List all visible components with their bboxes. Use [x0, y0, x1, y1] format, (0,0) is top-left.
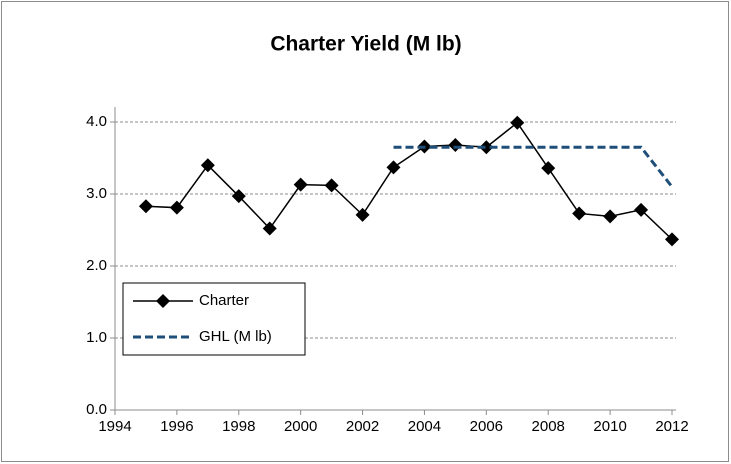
marker — [510, 115, 525, 130]
marker — [665, 232, 679, 247]
marker — [479, 140, 494, 155]
marker — [386, 160, 401, 175]
x-tick-label: 2006 — [470, 418, 503, 435]
y-tick-label: 4.0 — [86, 113, 107, 130]
y-tick-label: 2.0 — [86, 257, 107, 274]
x-tick-label: 2010 — [593, 418, 626, 435]
x-tick-label: 2012 — [655, 418, 688, 435]
y-tick-label: 1.0 — [86, 329, 107, 346]
marker — [138, 199, 153, 214]
legend-marker — [156, 294, 170, 308]
marker — [541, 161, 556, 176]
legend-label: GHL (M lb) — [199, 328, 272, 345]
legend-box — [122, 282, 306, 356]
x-tick-label: 2000 — [284, 418, 317, 435]
marker — [324, 178, 339, 193]
x-tick-label: 1994 — [98, 418, 131, 435]
x-tick-label: 2008 — [532, 418, 565, 435]
marker — [293, 177, 308, 192]
x-tick-label: 1998 — [222, 418, 255, 435]
marker — [200, 158, 215, 173]
y-tick-label: 0.0 — [86, 401, 107, 418]
x-tick-label: 2004 — [408, 418, 441, 435]
legend-label: Charter — [199, 292, 249, 309]
marker — [634, 202, 649, 217]
chart-title: Charter Yield (M lb) — [270, 33, 461, 56]
marker — [355, 207, 370, 222]
marker — [231, 189, 246, 204]
x-tick-label: 2002 — [346, 418, 379, 435]
marker — [169, 200, 184, 215]
x-tick-label: 1996 — [160, 418, 193, 435]
marker — [262, 221, 277, 236]
marker — [572, 206, 587, 221]
marker — [603, 209, 618, 224]
y-tick-label: 3.0 — [86, 185, 107, 202]
series-line — [393, 145, 674, 188]
